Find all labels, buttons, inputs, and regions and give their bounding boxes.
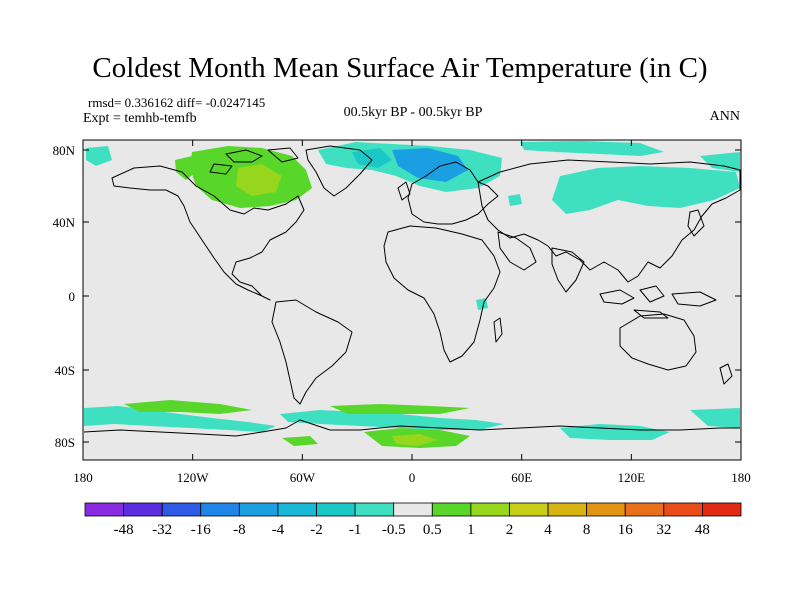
anomaly-region-alaska	[175, 156, 196, 180]
colorbar-label: 4	[544, 522, 552, 538]
x-tick-label: 0	[409, 470, 416, 485]
colorbar-swatch	[470, 502, 510, 517]
anomaly-region-arctic-canada-lime	[236, 164, 282, 196]
coastline-africa	[383, 225, 501, 363]
x-tick-label: 60E	[511, 470, 532, 485]
anomaly-region-antarctica-green-2	[330, 404, 470, 414]
colorbar-swatch	[84, 502, 124, 517]
rmsd-label: rmsd=	[88, 95, 122, 110]
y-tick-label: 80S	[55, 435, 75, 450]
colorbar-label: 32	[656, 522, 671, 538]
colorbar-swatch	[277, 502, 317, 517]
colorbar-label: 16	[618, 522, 634, 538]
colorbar-label: 8	[583, 522, 591, 538]
coastline-layer	[83, 145, 741, 437]
colorbar-swatch	[509, 502, 549, 517]
coastline-greenland	[305, 145, 373, 197]
page-title: Coldest Month Mean Surface Air Temperatu…	[92, 52, 708, 84]
coastline-maritime-continent	[599, 285, 717, 319]
colorbar-swatch	[393, 502, 433, 517]
y-tick-label: 40N	[53, 215, 76, 230]
colorbar-label: -16	[191, 522, 211, 538]
colorbar-swatch	[586, 502, 626, 517]
coastline-antarctica	[83, 419, 740, 437]
coastline-new-zealand	[719, 363, 733, 385]
anomaly-region-southern-ocean-far-east	[690, 408, 740, 428]
anomaly-region-antarctica-green	[124, 400, 252, 414]
anomaly-region-siberia	[552, 166, 740, 214]
x-tick-label: 180	[731, 470, 751, 485]
season-label: ANN	[709, 109, 740, 124]
anomaly-region-southern-ocean-west	[84, 406, 276, 432]
colorbar-label: -32	[152, 522, 172, 538]
y-axis-labels: 80N 40N 0 40S 80S	[53, 143, 76, 450]
anomaly-region-arctic-strip	[520, 141, 664, 156]
anomaly-patch-antarctic-west	[282, 436, 318, 446]
colorbar-swatch	[431, 502, 472, 517]
colorbar-swatch	[663, 502, 703, 517]
anomaly-region-antarctica-east-lime	[392, 434, 438, 446]
coastline-australia	[619, 313, 697, 371]
diff-value: -0.0247145	[205, 95, 266, 110]
colorbar-label: 1	[467, 522, 475, 538]
colorbar-swatch	[200, 502, 240, 517]
colorbar-swatch	[547, 502, 588, 517]
anomaly-region-north-pacific	[86, 146, 112, 166]
y-tick-label: 40S	[55, 363, 75, 378]
anomaly-layer	[84, 141, 740, 448]
coastline-madagascar	[493, 317, 503, 343]
coastline-asia	[477, 159, 741, 283]
y-tick-label: 0	[69, 289, 76, 304]
colorbar-label: 2	[506, 522, 514, 538]
x-tick-label: 120W	[177, 470, 210, 485]
x-tick-label: 60W	[290, 470, 316, 485]
colorbar	[84, 502, 742, 517]
period-label: 00.5kyr BP - 00.5kyr BP	[343, 105, 483, 120]
experiment-label: Expt = temhb-temfb	[83, 111, 197, 126]
anomaly-patch-africa	[476, 298, 488, 310]
coastline-india	[551, 247, 585, 293]
y-tick-label: 80N	[53, 143, 76, 158]
coastline-europe	[407, 161, 499, 225]
tick-layer	[82, 140, 742, 460]
coastline-north-america	[111, 165, 305, 301]
colorbar-swatch	[161, 502, 202, 517]
coastline-japan	[687, 209, 705, 237]
colorbar-swatch	[624, 502, 665, 517]
colorbar-label: 0.5	[423, 522, 442, 538]
colorbar-swatch	[238, 502, 279, 517]
colorbar-labels: -48 -32 -16 -8 -4 -2 -1 -0.5 0.5 1 2 4 8 16 32 48	[114, 522, 710, 538]
x-tick-label: 120E	[618, 470, 646, 485]
anomaly-region-southern-ocean-mid	[280, 410, 504, 430]
anomaly-patch-europe	[508, 194, 522, 206]
colorbar-label: -4	[272, 522, 285, 538]
colorbar-label: -2	[310, 522, 323, 538]
coastline-south-america	[271, 299, 353, 405]
colorbar-label: -0.5	[382, 522, 406, 538]
colorbar-swatch	[702, 502, 742, 517]
colorbar-label: 48	[695, 522, 710, 538]
coastline-arctic-islands	[209, 147, 299, 175]
anomaly-region-north-atlantic-core	[392, 148, 468, 182]
anomaly-region-southern-ocean-east	[560, 424, 670, 440]
colorbar-swatch	[316, 502, 356, 517]
colorbar-label: -1	[349, 522, 362, 538]
colorbar-swatch	[123, 502, 163, 517]
colorbar-swatch	[354, 502, 395, 517]
stats-line: rmsd= 0.336162 diff= -0.0247145	[88, 95, 265, 111]
x-tick-label: 180	[73, 470, 93, 485]
coastline-british-isles	[397, 181, 411, 201]
colorbar-label: -8	[233, 522, 246, 538]
coastline-arabia	[497, 231, 537, 271]
colorbar-label: -48	[114, 522, 134, 538]
diff-label: diff=	[176, 95, 203, 110]
rmsd-value: 0.336162	[124, 95, 174, 110]
x-axis-labels: 180 120W 60W 0 60E 120E 180	[73, 470, 751, 485]
anomaly-region-greenland-sea	[352, 148, 392, 168]
